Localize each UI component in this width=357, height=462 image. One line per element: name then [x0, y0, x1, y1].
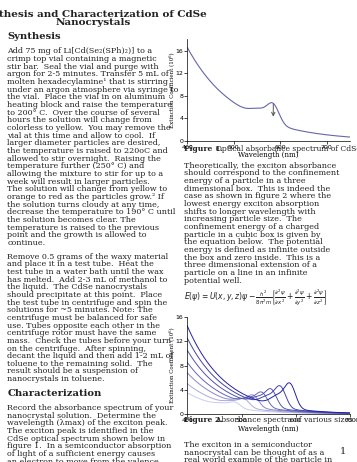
Y-axis label: Extinction Coefficient (10⁶): Extinction Coefficient (10⁶): [168, 328, 174, 403]
Text: potential well.: potential well.: [184, 277, 242, 285]
Text: three dimensional extension of a: three dimensional extension of a: [184, 261, 317, 269]
Text: shifts to longer wavelength with: shifts to longer wavelength with: [184, 207, 316, 216]
Text: continue.: continue.: [7, 239, 45, 247]
Text: Add 75 mg of Li[Cd(Se₂(SPh)₂)] to a: Add 75 mg of Li[Cd(Se₂(SPh)₂)] to a: [7, 48, 152, 55]
Text: Theoretically, the exciton absorbance: Theoretically, the exciton absorbance: [184, 162, 336, 170]
Text: an electron to move from the valence: an electron to move from the valence: [7, 458, 159, 462]
Text: centrifuge must be balanced for safe: centrifuge must be balanced for safe: [7, 314, 157, 322]
Text: decant the liquid and then add 1-2 mL of: decant the liquid and then add 1-2 mL of: [7, 352, 174, 360]
Text: wavelength (λmax) of the exciton peak.: wavelength (λmax) of the exciton peak.: [7, 419, 168, 427]
Text: Synthesis: Synthesis: [7, 32, 61, 41]
X-axis label: Wavelength (nm): Wavelength (nm): [238, 152, 299, 159]
Text: should precipitate at this point.  Place: should precipitate at this point. Place: [7, 291, 162, 299]
Text: has melted.  Add 2-3 mL of methanol to: has melted. Add 2-3 mL of methanol to: [7, 276, 167, 284]
Text: $E(\psi) = U(x,y,z)\psi - \frac{h^2}{8\pi^2 m}\left[\frac{\partial^2\psi}{\parti: $E(\psi) = U(x,y,z)\psi - \frac{h^2}{8\p…: [184, 288, 327, 308]
Text: allowing the mixture to stir for up to a: allowing the mixture to stir for up to a: [7, 170, 163, 178]
Text: nanocrystals in toluene.: nanocrystals in toluene.: [7, 375, 105, 383]
Text: crimp top vial containing a magnetic: crimp top vial containing a magnetic: [7, 55, 157, 63]
Text: larger diameter particles are desired,: larger diameter particles are desired,: [7, 140, 161, 147]
Text: the vial.  Place the vial in on aluminum: the vial. Place the vial in on aluminum: [7, 93, 165, 101]
Text: of light of a sufficient energy causes: of light of a sufficient energy causes: [7, 450, 155, 458]
Text: Characterization: Characterization: [7, 389, 101, 398]
Text: the temperature is raised to 220oC and: the temperature is raised to 220oC and: [7, 147, 168, 155]
Text: test tube in a water bath until the wax: test tube in a water bath until the wax: [7, 268, 164, 276]
Text: nanocrystal solution.  Determine the: nanocrystal solution. Determine the: [7, 412, 156, 419]
Text: point and the growth is allowed to: point and the growth is allowed to: [7, 231, 147, 239]
Text: particle on a line in an infinite: particle on a line in an infinite: [184, 269, 307, 277]
Text: under an argon atmosphere via syringe to: under an argon atmosphere via syringe to: [7, 86, 178, 94]
Text: the equation below.  The potential: the equation below. The potential: [184, 238, 322, 246]
Text: temperature further (250° C) and: temperature further (250° C) and: [7, 162, 144, 170]
Text: lowest energy exciton absorption: lowest energy exciton absorption: [184, 200, 319, 208]
Text: CdSe optical spectrum shown below in: CdSe optical spectrum shown below in: [7, 435, 165, 443]
Text: result should be a suspension of: result should be a suspension of: [7, 367, 138, 376]
Text: hours the solution will change from: hours the solution will change from: [7, 116, 152, 124]
Text: increasing particle size.  The: increasing particle size. The: [184, 215, 302, 223]
Text: mass.  Check the tubes before your turn: mass. Check the tubes before your turn: [7, 337, 171, 345]
Text: the solution turns cloudy at any time,: the solution turns cloudy at any time,: [7, 201, 160, 208]
Text: to 200° C.  Over the course of several: to 200° C. Over the course of several: [7, 109, 160, 117]
Text: the test tube in centrifuge and spin the: the test tube in centrifuge and spin the: [7, 298, 167, 307]
Text: Synthesis and Characterization of CdSe: Synthesis and Characterization of CdSe: [0, 10, 207, 19]
Text: Figure 1.: Figure 1.: [184, 145, 223, 153]
Y-axis label: Extinction Coefficient (10⁶): Extinction Coefficient (10⁶): [168, 52, 174, 128]
Text: and place it in a test tube.  Heat the: and place it in a test tube. Heat the: [7, 260, 154, 268]
Text: the box and zero inside.  This is a: the box and zero inside. This is a: [184, 254, 320, 261]
Text: figure 1.  In a semiconductor absorption: figure 1. In a semiconductor absorption: [7, 442, 171, 450]
Text: Record the absorbance spectrum of your: Record the absorbance spectrum of your: [7, 404, 174, 412]
Text: Figure 2.: Figure 2.: [184, 416, 223, 425]
Text: colorless to yellow.  You may remove the: colorless to yellow. You may remove the: [7, 124, 171, 132]
Text: 1: 1: [340, 448, 346, 456]
Text: energy of a particle in a three: energy of a particle in a three: [184, 177, 306, 185]
Text: toluene to the remaining solid.  The: toluene to the remaining solid. The: [7, 360, 153, 368]
X-axis label: Wavelength (nm): Wavelength (nm): [238, 425, 299, 433]
Text: The exciton peak is identified in the: The exciton peak is identified in the: [7, 427, 154, 435]
Text: allowed to stir overnight.  Raising the: allowed to stir overnight. Raising the: [7, 155, 161, 163]
Text: energy is defined as infinite outside: energy is defined as infinite outside: [184, 246, 330, 254]
Text: the liquid.  The CdSe nanocrystals: the liquid. The CdSe nanocrystals: [7, 283, 147, 291]
Text: use. Tubes opposite each other in the: use. Tubes opposite each other in the: [7, 322, 160, 329]
Text: dimensional box.  This is indeed the: dimensional box. This is indeed the: [184, 185, 330, 193]
Text: on the centrifuge.  After spinning,: on the centrifuge. After spinning,: [7, 345, 146, 353]
Text: decrease the temperature to 190° C until: decrease the temperature to 190° C until: [7, 208, 176, 216]
Text: Optical absorbance spectrum of CdSe. The arrow indicates the λmax for the excito: Optical absorbance spectrum of CdSe. The…: [211, 145, 357, 153]
Text: vial at this time and allow to cool.  If: vial at this time and allow to cool. If: [7, 132, 155, 140]
Text: should correspond to the confinement: should correspond to the confinement: [184, 170, 339, 177]
Text: molten hexadecylamine¹ that is stirring: molten hexadecylamine¹ that is stirring: [7, 78, 168, 86]
Text: argon for 2-5 minutes. Transfer 5 mL of: argon for 2-5 minutes. Transfer 5 mL of: [7, 70, 169, 79]
Text: Remove 0.5 grams of the waxy material: Remove 0.5 grams of the waxy material: [7, 253, 168, 261]
Text: temperature is raised to the previous: temperature is raised to the previous: [7, 224, 159, 231]
Text: stir bar.  Seal the vial and purge with: stir bar. Seal the vial and purge with: [7, 63, 159, 71]
Text: nanocrystal can be thought of as a: nanocrystal can be thought of as a: [184, 449, 324, 456]
Text: particle in a cubic box is given by: particle in a cubic box is given by: [184, 231, 320, 238]
Text: case as shown in figure 2 where the: case as shown in figure 2 where the: [184, 192, 331, 201]
Text: confinement energy of a charged: confinement energy of a charged: [184, 223, 319, 231]
Text: The solution will change from yellow to: The solution will change from yellow to: [7, 185, 167, 193]
Text: Nanocrystals: Nanocrystals: [55, 18, 130, 26]
Text: the solution becomes clear. The: the solution becomes clear. The: [7, 216, 136, 224]
Text: week will result in larger particles.: week will result in larger particles.: [7, 177, 150, 186]
Text: heating block and raise the temperature: heating block and raise the temperature: [7, 101, 172, 109]
Text: The exciton in a semiconductor: The exciton in a semiconductor: [184, 441, 312, 449]
Text: solutions for ~5 minutes. Note: The: solutions for ~5 minutes. Note: The: [7, 306, 153, 314]
Text: Absorbance spectra of various sizes of CdSe nanocrystals.: Absorbance spectra of various sizes of C…: [211, 416, 357, 425]
Text: real world example of the particle in: real world example of the particle in: [184, 456, 332, 462]
Text: orange to red as the particles grow.² If: orange to red as the particles grow.² If: [7, 193, 164, 201]
Text: centrifuge rotor must have the same: centrifuge rotor must have the same: [7, 329, 156, 337]
